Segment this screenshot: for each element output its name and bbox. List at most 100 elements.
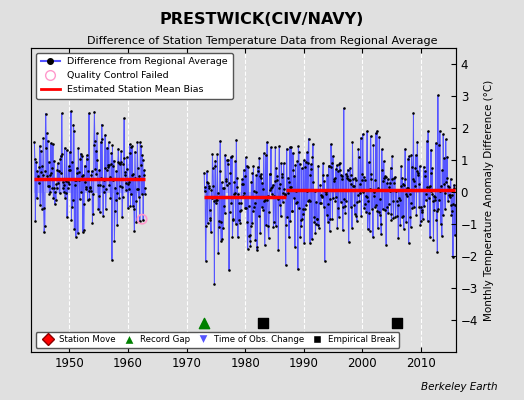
Point bbox=[409, 176, 417, 182]
Point bbox=[50, 158, 58, 164]
Point bbox=[261, 152, 270, 158]
Point bbox=[351, 174, 359, 181]
Point bbox=[295, 205, 303, 212]
Point bbox=[425, 183, 434, 189]
Point bbox=[96, 181, 104, 188]
Point bbox=[367, 175, 375, 182]
Point bbox=[218, 236, 226, 242]
Point bbox=[236, 220, 244, 226]
Point bbox=[291, 244, 299, 250]
Point bbox=[435, 197, 443, 203]
Point bbox=[415, 204, 423, 210]
Point bbox=[382, 242, 390, 248]
Point bbox=[444, 184, 453, 190]
Point bbox=[333, 225, 342, 232]
Point bbox=[340, 105, 348, 112]
Point bbox=[314, 162, 322, 169]
Point bbox=[304, 136, 313, 142]
Point bbox=[40, 229, 48, 236]
Point bbox=[330, 175, 339, 182]
Point bbox=[129, 203, 137, 210]
Point bbox=[395, 195, 403, 202]
Point bbox=[220, 203, 228, 209]
Point bbox=[411, 165, 420, 171]
Point bbox=[285, 179, 293, 185]
Point bbox=[82, 152, 91, 159]
Point bbox=[45, 159, 53, 165]
Point bbox=[105, 182, 114, 188]
Point bbox=[441, 136, 450, 142]
Point bbox=[358, 171, 366, 178]
Point bbox=[307, 166, 315, 172]
Point bbox=[134, 186, 143, 192]
Point bbox=[293, 266, 302, 272]
Point bbox=[267, 144, 275, 150]
Point bbox=[107, 150, 116, 156]
Point bbox=[117, 148, 125, 154]
Point bbox=[378, 167, 386, 173]
Point bbox=[298, 165, 306, 172]
Point bbox=[332, 194, 341, 201]
Point bbox=[40, 223, 49, 229]
Point bbox=[97, 174, 105, 181]
Point bbox=[221, 152, 230, 158]
Point bbox=[208, 151, 216, 157]
Point bbox=[373, 208, 381, 214]
Point bbox=[445, 192, 454, 198]
Point bbox=[328, 216, 336, 222]
Point bbox=[69, 197, 77, 204]
Point bbox=[241, 173, 249, 180]
Point bbox=[425, 184, 433, 190]
Point bbox=[124, 179, 133, 185]
Point bbox=[56, 156, 64, 162]
Point bbox=[260, 198, 268, 204]
Point bbox=[203, 220, 212, 227]
Point bbox=[118, 194, 127, 200]
Point bbox=[208, 195, 216, 201]
Point bbox=[228, 153, 236, 159]
Point bbox=[358, 131, 367, 137]
Point bbox=[303, 198, 312, 204]
Point bbox=[263, 196, 271, 203]
Point bbox=[397, 163, 406, 170]
Point bbox=[79, 172, 88, 178]
Point bbox=[95, 209, 104, 215]
Point bbox=[134, 164, 142, 171]
Point bbox=[227, 153, 235, 160]
Point bbox=[265, 209, 273, 215]
Point bbox=[222, 176, 230, 182]
Point bbox=[202, 178, 211, 185]
Point bbox=[32, 158, 40, 165]
Point bbox=[234, 234, 242, 240]
Point bbox=[265, 171, 274, 177]
Point bbox=[216, 219, 225, 226]
Point bbox=[335, 213, 343, 220]
Point bbox=[248, 170, 257, 177]
Point bbox=[439, 212, 447, 218]
Point bbox=[333, 162, 341, 168]
Point bbox=[46, 172, 54, 178]
Point bbox=[240, 190, 248, 196]
Point bbox=[235, 217, 244, 223]
Point bbox=[51, 189, 60, 195]
Point bbox=[330, 178, 338, 184]
Point bbox=[81, 179, 89, 186]
Point bbox=[92, 171, 101, 177]
Point bbox=[258, 180, 266, 186]
Point bbox=[430, 193, 438, 199]
Point bbox=[209, 165, 217, 172]
Point bbox=[113, 222, 122, 228]
Point bbox=[350, 183, 358, 189]
Point bbox=[414, 181, 423, 187]
Point bbox=[72, 233, 80, 240]
Point bbox=[451, 232, 459, 238]
Point bbox=[294, 143, 302, 150]
Point bbox=[369, 142, 378, 148]
Point bbox=[390, 175, 398, 181]
Point bbox=[336, 167, 344, 174]
Point bbox=[341, 203, 349, 209]
Point bbox=[47, 170, 56, 176]
Point bbox=[299, 210, 308, 217]
Point bbox=[52, 197, 60, 204]
Point bbox=[340, 196, 348, 202]
